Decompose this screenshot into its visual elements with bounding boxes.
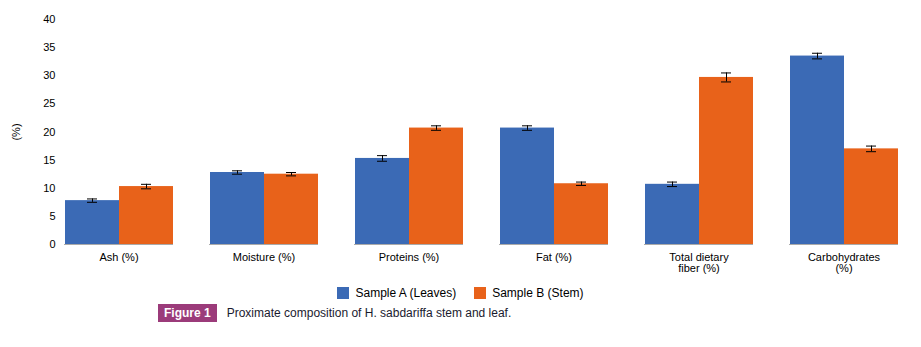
svg-text:40: 40 <box>43 13 55 25</box>
svg-text:5: 5 <box>49 210 55 222</box>
svg-text:35: 35 <box>43 41 55 53</box>
svg-text:Fat (%): Fat (%) <box>536 251 572 263</box>
svg-text:0: 0 <box>49 238 55 250</box>
svg-text:Total dietaryfiber (%): Total dietaryfiber (%) <box>669 251 729 274</box>
svg-text:Carbohydrates(%): Carbohydrates(%) <box>808 251 881 274</box>
html-text:Sample B (Stem): Sample B (Stem) <box>492 286 584 300</box>
svg-text:Ash (%): Ash (%) <box>99 251 138 263</box>
svg-text:30: 30 <box>43 69 55 81</box>
svg-text:15: 15 <box>43 154 55 166</box>
svg-text:10: 10 <box>43 182 55 194</box>
svg-text:20: 20 <box>43 126 55 138</box>
svg-text:Moisture (%): Moisture (%) <box>233 251 295 263</box>
svg-text:(%): (%) <box>10 123 22 140</box>
html-text:Sample A (Leaves): Sample A (Leaves) <box>355 286 457 300</box>
html-text:Proximate composition of H. sa: Proximate composition of H. sabdariffa s… <box>226 306 512 320</box>
svg-text:Proteins (%): Proteins (%) <box>379 251 440 263</box>
svg-text:25: 25 <box>43 97 55 109</box>
html-text:Figure 1: Figure 1 <box>164 306 211 320</box>
